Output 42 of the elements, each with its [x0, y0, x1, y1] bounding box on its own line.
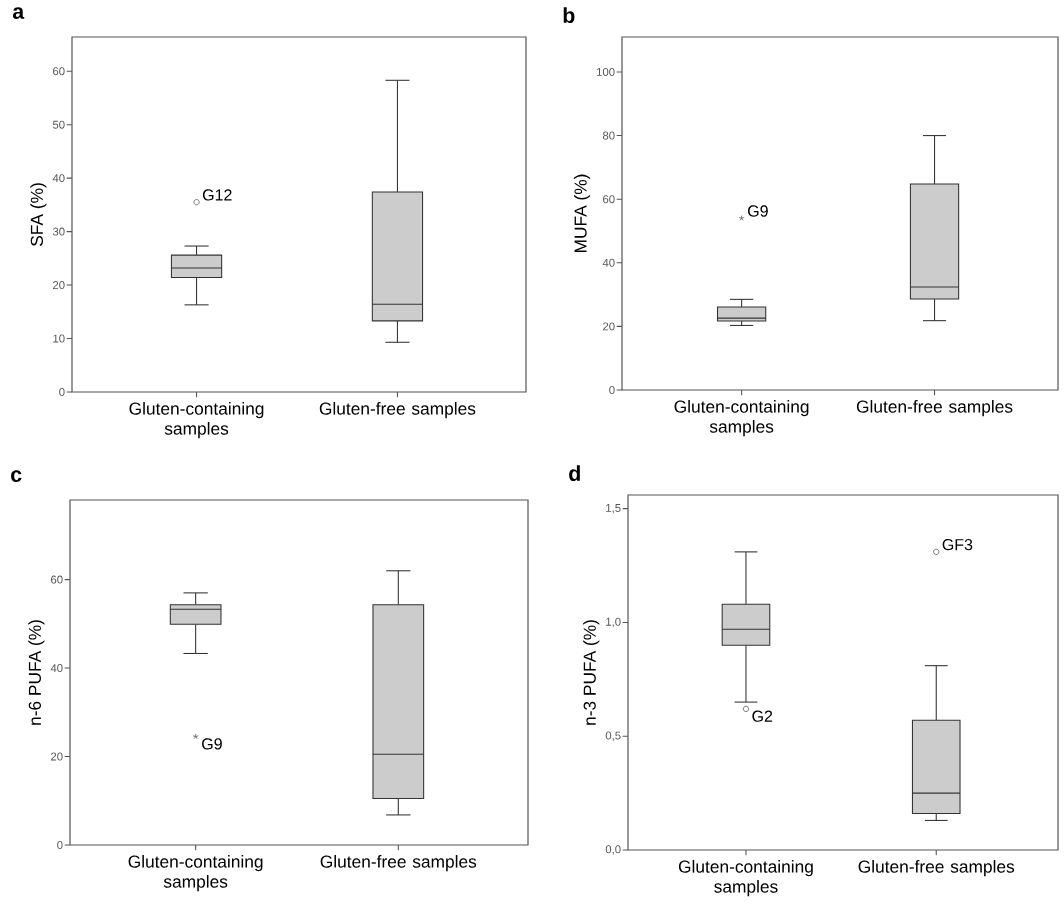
x-tick-label: Gluten-containing samples	[674, 400, 809, 437]
x-tick-label: Gluten-containing samples	[128, 855, 263, 892]
y-tick-label: 20	[603, 322, 615, 331]
y-tick-label: 1,0	[606, 617, 621, 628]
y-tick-label: 40	[50, 664, 63, 673]
y-tick-label: 0	[609, 385, 615, 394]
y-axis-title: n-3 PUFA (%)	[583, 620, 600, 725]
x-tick-label: Gluten-containing samples	[129, 402, 264, 439]
y-tick-label: 60	[603, 195, 615, 204]
y-tick-label: 0	[59, 387, 65, 396]
x-tick-label: Gluten-free samples	[320, 855, 477, 872]
annotation: G9	[748, 205, 768, 217]
y-tick-label: 0,0	[605, 845, 621, 855]
y-tick-label: 50	[52, 120, 65, 129]
chart-title: c	[11, 470, 22, 482]
chart-title: d	[569, 465, 580, 481]
chart-title: b	[563, 7, 575, 23]
y-tick-label: 60	[51, 575, 63, 584]
y-axis-title: n-6 PUFA (%)	[28, 620, 45, 725]
x-tick-label: Gluten-free samples	[856, 400, 1013, 417]
y-tick-label: 20	[51, 752, 63, 761]
y-tick-label: 20	[53, 281, 65, 290]
y-tick-label: 0	[57, 841, 63, 850]
annotation: G2	[752, 710, 773, 722]
y-tick-label: 80	[602, 131, 615, 140]
y-tick-label: 0,5	[605, 731, 621, 741]
annotation: G12	[202, 189, 232, 201]
x-tick-label: Gluten-free samples	[319, 402, 476, 419]
y-tick-label: 60	[53, 67, 65, 76]
y-axis-title: MUFA (%)	[573, 174, 591, 253]
y-tick-label: 30	[52, 227, 65, 236]
y-tick-label: 40	[52, 174, 65, 183]
chart-title: a	[12, 7, 25, 19]
annotation: G9	[202, 738, 222, 750]
annotation: GF3	[942, 538, 973, 551]
y-tick-label: 40	[602, 258, 615, 267]
y-tick-label: 100	[597, 67, 615, 76]
y-tick-label: 10	[53, 334, 65, 343]
x-tick-label: Gluten-free samples	[858, 860, 1015, 877]
y-tick-label: 1,5	[606, 504, 621, 514]
x-tick-label: Gluten-containing samples	[678, 860, 813, 897]
y-axis-title: SFA (%)	[30, 183, 47, 246]
